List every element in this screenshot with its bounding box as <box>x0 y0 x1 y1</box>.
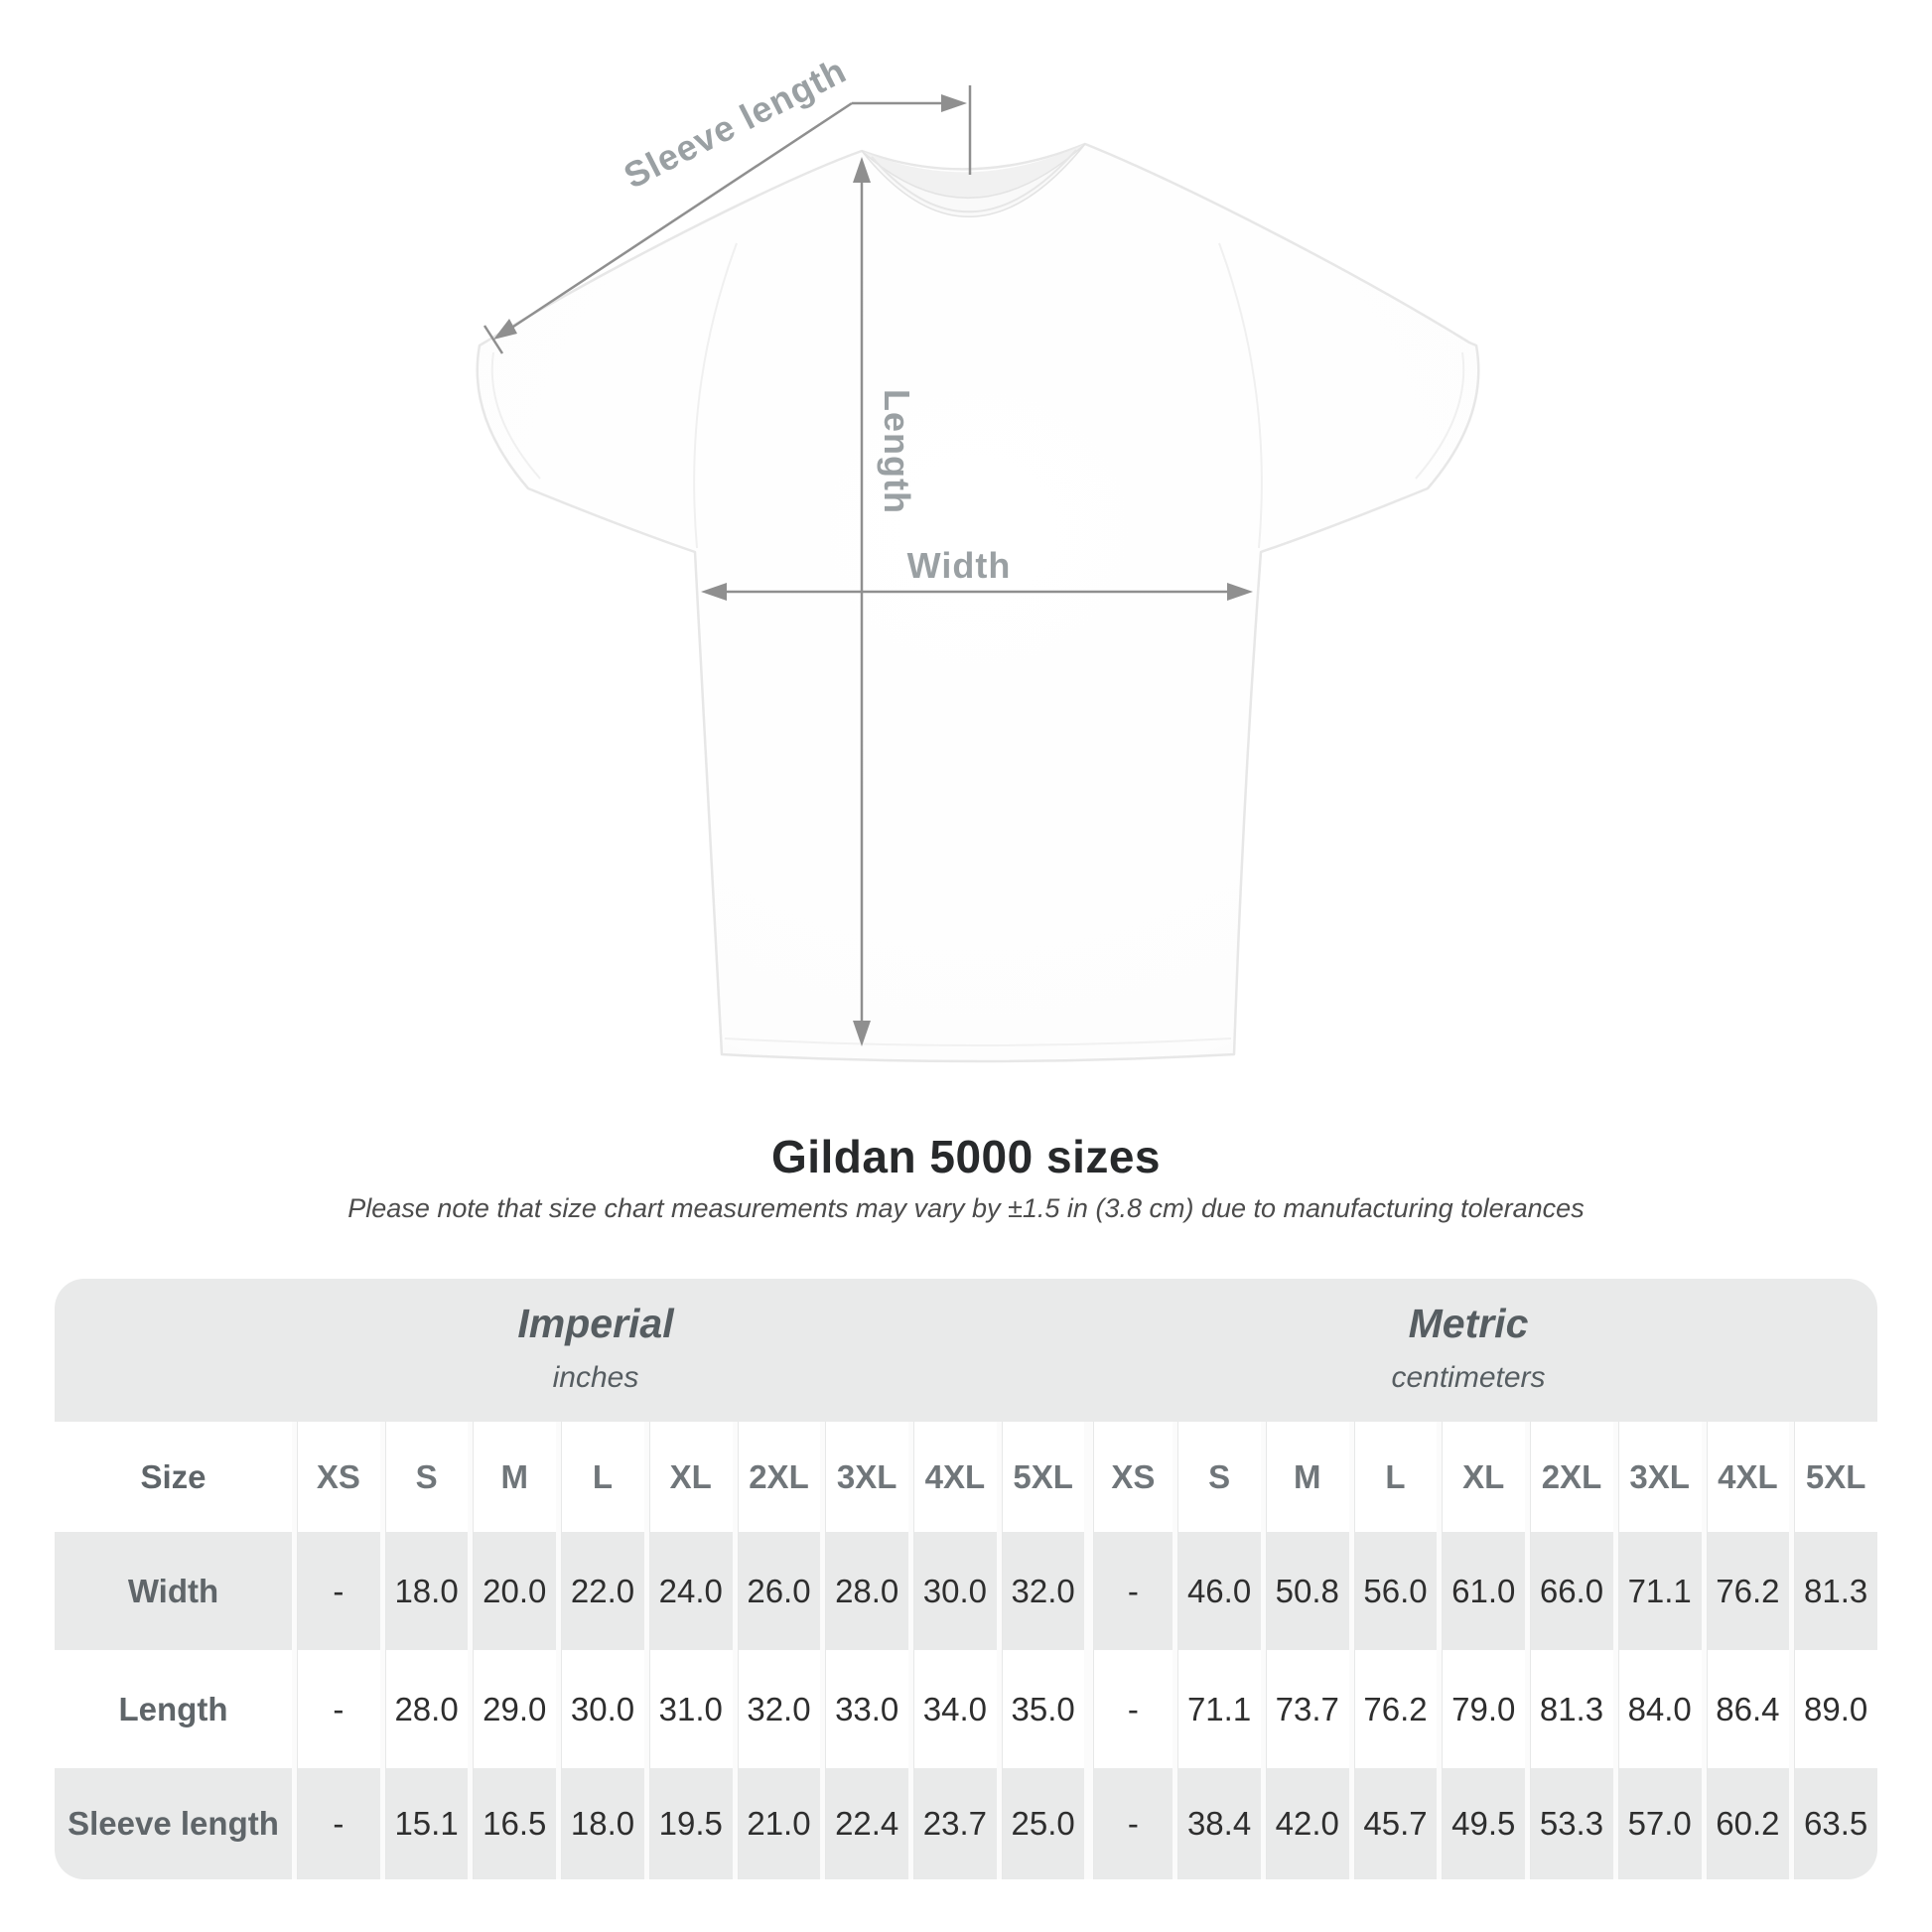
size-column-header: Size <box>55 1422 292 1532</box>
size-header-metric: 4XL <box>1701 1422 1790 1532</box>
value-cell-imperial: 16.5 <box>468 1768 557 1879</box>
size-header-imperial: L <box>556 1422 644 1532</box>
value-cell-metric: 73.7 <box>1260 1650 1349 1768</box>
value-cell-metric: 61.0 <box>1437 1532 1526 1650</box>
size-header-metric: L <box>1348 1422 1438 1532</box>
value-cell-metric: 66.0 <box>1525 1532 1613 1650</box>
value-cell-imperial: 32.0 <box>996 1532 1085 1650</box>
value-cell-imperial: 19.5 <box>643 1768 733 1879</box>
value-cell-imperial: 15.1 <box>379 1768 469 1879</box>
size-header-imperial: 4XL <box>908 1422 997 1532</box>
value-cell-metric: 46.0 <box>1173 1532 1261 1650</box>
value-cell-imperial: 29.0 <box>468 1650 557 1768</box>
value-cell-imperial: 32.0 <box>732 1650 821 1768</box>
value-cell-metric: - <box>1084 1768 1173 1879</box>
size-header-metric: 2XL <box>1525 1422 1613 1532</box>
size-header-imperial: M <box>468 1422 557 1532</box>
value-cell-metric: 76.2 <box>1701 1532 1790 1650</box>
value-cell-imperial: 21.0 <box>732 1768 821 1879</box>
value-cell-imperial: 26.0 <box>732 1532 821 1650</box>
value-cell-metric: 79.0 <box>1437 1650 1526 1768</box>
size-header-imperial: XS <box>292 1422 380 1532</box>
value-cell-imperial: 34.0 <box>908 1650 997 1768</box>
size-header-metric: S <box>1173 1422 1261 1532</box>
value-cell-metric: 57.0 <box>1612 1768 1702 1879</box>
value-cell-metric: 49.5 <box>1437 1768 1526 1879</box>
tshirt-measurement-diagram: Sleeve length Length Width <box>476 50 1480 1063</box>
value-cell-imperial: 28.0 <box>820 1532 909 1650</box>
row-label: Width <box>55 1532 292 1650</box>
value-cell-imperial: 28.0 <box>379 1650 469 1768</box>
value-cell-imperial: 23.7 <box>908 1768 997 1879</box>
value-cell-imperial: 22.0 <box>556 1532 644 1650</box>
value-cell-metric: 42.0 <box>1260 1768 1349 1879</box>
size-header-metric: 3XL <box>1612 1422 1702 1532</box>
length-label: Length <box>877 389 917 514</box>
value-cell-metric: - <box>1084 1650 1173 1768</box>
size-header-imperial: XL <box>643 1422 733 1532</box>
value-cell-imperial: 18.0 <box>556 1768 644 1879</box>
value-cell-metric: 56.0 <box>1348 1532 1438 1650</box>
size-header-imperial: 3XL <box>820 1422 909 1532</box>
metric-group-header: Metric centimeters <box>1391 1301 1545 1395</box>
size-header-imperial: 2XL <box>732 1422 821 1532</box>
imperial-unit: inches <box>552 1361 639 1394</box>
value-cell-imperial: 33.0 <box>820 1650 909 1768</box>
metric-unit: centimeters <box>1391 1361 1546 1394</box>
size-header-imperial: 5XL <box>996 1422 1085 1532</box>
arrowhead-right2-icon <box>1227 583 1253 601</box>
size-header-imperial: S <box>379 1422 469 1532</box>
imperial-group-header: Imperial inches <box>517 1301 673 1395</box>
sleeve-length-measure-line <box>483 85 972 354</box>
size-chart: Imperial inches Metric centimeters Size X… <box>55 1279 1877 1879</box>
value-cell-imperial: - <box>292 1768 380 1879</box>
unit-header-band: Imperial inches Metric centimeters <box>55 1279 1877 1422</box>
size-header-metric: 5XL <box>1789 1422 1877 1532</box>
value-cell-metric: 89.0 <box>1789 1650 1877 1768</box>
tshirt-illustration <box>476 142 1480 1063</box>
value-cell-imperial: 30.0 <box>908 1532 997 1650</box>
value-cell-metric: - <box>1084 1532 1173 1650</box>
value-cell-metric: 45.7 <box>1348 1768 1438 1879</box>
value-cell-imperial: 25.0 <box>996 1768 1085 1879</box>
value-cell-metric: 81.3 <box>1789 1532 1877 1650</box>
value-cell-metric: 76.2 <box>1348 1650 1438 1768</box>
row-label: Length <box>55 1650 292 1768</box>
value-cell-metric: 60.2 <box>1701 1768 1790 1879</box>
value-cell-imperial: 18.0 <box>379 1532 469 1650</box>
value-cell-metric: 84.0 <box>1612 1650 1702 1768</box>
page-subtitle: Please note that size chart measurements… <box>347 1193 1585 1223</box>
value-cell-metric: 50.8 <box>1260 1532 1349 1650</box>
size-chart-grid: Imperial inches Metric centimeters Size X… <box>55 1279 1877 1879</box>
value-cell-imperial: 20.0 <box>468 1532 557 1650</box>
size-header-metric: M <box>1260 1422 1349 1532</box>
size-header-metric: XL <box>1437 1422 1526 1532</box>
width-label: Width <box>907 545 1012 586</box>
page-title: Gildan 5000 sizes <box>770 1131 1162 1182</box>
value-cell-imperial: 35.0 <box>996 1650 1085 1768</box>
arrowhead-up-icon <box>853 157 871 183</box>
value-cell-imperial: 30.0 <box>556 1650 644 1768</box>
arrowhead-diagonal-icon <box>493 319 517 340</box>
row-label: Sleeve length <box>55 1768 292 1879</box>
size-header-metric: XS <box>1084 1422 1173 1532</box>
value-cell-metric: 81.3 <box>1525 1650 1613 1768</box>
value-cell-metric: 86.4 <box>1701 1650 1790 1768</box>
value-cell-imperial: 24.0 <box>643 1532 733 1650</box>
value-cell-metric: 63.5 <box>1789 1768 1877 1879</box>
value-cell-imperial: - <box>292 1532 380 1650</box>
value-cell-metric: 53.3 <box>1525 1768 1613 1879</box>
arrowhead-right-icon <box>941 94 967 112</box>
imperial-title: Imperial <box>517 1301 674 1346</box>
arrowhead-left-icon <box>701 583 727 601</box>
value-cell-imperial: - <box>292 1650 380 1768</box>
value-cell-imperial: 31.0 <box>643 1650 733 1768</box>
value-cell-imperial: 22.4 <box>820 1768 909 1879</box>
value-cell-metric: 71.1 <box>1173 1650 1261 1768</box>
metric-title: Metric <box>1408 1301 1529 1346</box>
value-cell-metric: 38.4 <box>1173 1768 1261 1879</box>
value-cell-metric: 71.1 <box>1612 1532 1702 1650</box>
arrowhead-down-icon <box>853 1021 871 1046</box>
